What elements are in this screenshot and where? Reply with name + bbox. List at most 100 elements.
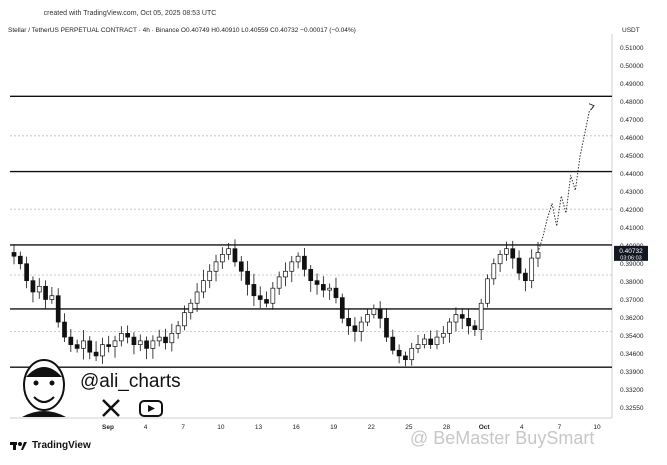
y-tick-label: 0.47000 [620,117,644,124]
candle-body [270,287,276,304]
candle-body [125,332,130,338]
candle-body [516,257,522,274]
candle-body [396,349,402,357]
x-tick-label: Sep [102,424,114,431]
youtube-play-icon[interactable] [138,398,164,418]
y-tick-label: 0.46000 [620,135,644,142]
candle-body [504,248,509,255]
candle-body [188,302,194,314]
current-price-label: 0.40732 [619,248,643,255]
y-tick-label: 0.45000 [620,153,644,160]
candle-body [232,248,238,263]
candle-body [352,325,358,332]
candle-body [11,252,17,257]
candle-body [422,338,427,345]
candle-body [55,295,61,323]
current-price-tag [614,245,648,261]
candle-body [264,299,269,304]
candle-body [478,302,484,330]
candle-body [510,248,516,259]
y-tick-label: 0.44000 [620,171,644,178]
y-tick-label: 0.32550 [620,405,644,412]
candle-body [43,285,48,300]
candle-body [491,263,497,280]
y-tick-label: 0.34600 [620,351,644,358]
candle-body [137,340,143,345]
y-tick-label: 0.49000 [620,81,644,88]
candle-body [466,317,471,327]
author-avatar [22,359,66,417]
y-tick-label: 0.39000 [620,261,644,268]
tradingview-mark-icon [10,441,27,450]
watermark: @ BeMaster BuySmart [410,428,595,448]
candle-body [150,340,156,349]
candle-body [175,325,181,334]
author-handle[interactable]: @ali_charts [80,371,181,392]
y-tick-label: 0.37000 [620,297,644,304]
candle-body [81,340,86,349]
x-tick-label: 28 [443,424,451,431]
candle-body [327,287,333,291]
x-tick-label: 16 [292,424,300,431]
candle-body [201,280,206,293]
candle-body [93,351,99,357]
candle-body [390,336,396,351]
candle-body [346,317,351,327]
candle-body [24,263,29,282]
x-tick-label: 10 [217,424,225,431]
tradingview-logo-text: TradingView [32,440,91,451]
candle-body [74,344,80,349]
x-tick-label: 4 [144,424,148,431]
candle-body [62,321,67,338]
candle-body [302,255,307,270]
candle-body [245,270,250,285]
candle-body [523,272,528,282]
candle-body [434,336,440,345]
candle-body [207,270,213,282]
candle-body [365,314,370,323]
candle-body [459,314,465,319]
projection-arrowhead [588,103,595,111]
price-unit-label: USDT [622,27,640,34]
candle-body [219,253,225,263]
candle-body [118,332,124,342]
candle-body [485,278,490,304]
candle-body [320,284,326,291]
x-tick-label: 19 [330,424,338,431]
candle-body [415,344,421,349]
candle-body [289,261,295,272]
candle-body [535,252,541,259]
y-tick-label: 0.43000 [620,189,644,196]
candle-countdown-label: 03:06:03 [620,255,641,261]
candle-body [497,253,503,265]
y-tick-label: 0.33200 [620,387,644,394]
x-tick-label: 13 [255,424,263,431]
candle-body [339,297,345,319]
candle-body [283,270,288,278]
tradingview-logo[interactable]: TradingView [10,440,91,451]
candle-body [308,269,314,282]
x-tick-label: Oct [479,424,491,431]
candle-body [112,340,118,347]
candle-body [440,332,446,338]
y-tick-label: 0.51000 [620,45,644,52]
x-tick-label: 10 [593,424,601,431]
candle-body [453,314,459,323]
candle-body [106,344,112,347]
candle-body [276,276,282,289]
candle-body [314,280,320,285]
candle-body [295,255,301,263]
candle-body [30,280,36,293]
candle-body [87,340,93,353]
candle-body [49,295,55,300]
candle-body [428,338,434,345]
candle-body [251,284,257,297]
y-tick-label: 0.50000 [620,63,644,70]
candle-body [194,291,200,304]
candle-body [100,344,105,357]
candle-body [377,308,383,319]
symbol-info-bar[interactable]: Stellar / TetherUS PERPETUAL CONTRACT · … [8,27,356,34]
x-logo-icon[interactable] [100,398,122,418]
